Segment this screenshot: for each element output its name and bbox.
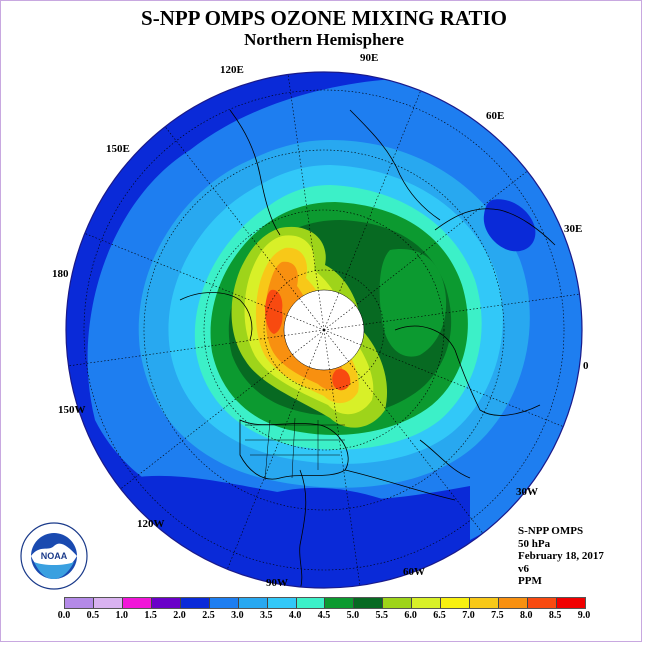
colorbar-segment	[383, 598, 413, 608]
colorbar-tick-label: 1.0	[115, 610, 129, 621]
lon-label-0: 0	[583, 360, 589, 372]
coastlines	[179, 109, 556, 588]
colorbar-segment	[528, 598, 557, 608]
colorbar-tick-label: 5.5	[375, 610, 389, 621]
meridians	[68, 74, 580, 586]
map-border	[65, 71, 583, 589]
colorbar-tick-label: 3.5	[259, 610, 273, 621]
meridian-line	[323, 293, 580, 331]
us-state-borders	[245, 417, 345, 481]
colorbar-segment	[238, 598, 268, 608]
info-level: 50 hPa	[518, 537, 551, 550]
colorbar-tick-label: 1.5	[144, 610, 157, 621]
colorbar-segment	[93, 598, 123, 608]
info-units: PPM	[518, 575, 542, 587]
meridian-line	[227, 329, 325, 570]
meridian-line	[68, 329, 325, 367]
graticule	[83, 89, 565, 571]
meridian-line	[323, 90, 421, 331]
colorbar-tick-label: 0.5	[86, 610, 100, 621]
colorbar-tick-label: 7.5	[491, 610, 504, 621]
colorbar-segment	[556, 598, 585, 608]
meridian-line	[120, 329, 325, 490]
colorbar-segment	[122, 598, 152, 608]
lon-label-90w: 90W	[266, 577, 288, 589]
lon-label-30w: 30W	[516, 486, 538, 498]
info-version: v6	[518, 562, 529, 575]
lon-label-60e: 60E	[486, 110, 505, 122]
meridian-line	[323, 329, 361, 586]
lon-label-30e: 30E	[564, 223, 583, 235]
lon-label-90e: 90E	[360, 52, 379, 64]
colorbar-segment	[325, 598, 355, 608]
map-subtitle: Northern Hemisphere	[244, 30, 404, 49]
colorbar-segment	[209, 598, 239, 608]
colorbar-segment	[470, 598, 500, 608]
contour-2-0-blob	[483, 199, 536, 252]
colorbar-tick-label: 2.5	[202, 610, 215, 621]
lon-label-120w: 120W	[137, 518, 165, 530]
colorbar	[64, 597, 586, 609]
colorbar-tick-label: 4.0	[288, 610, 302, 621]
colorbar-tick-label: 9.0	[577, 610, 591, 621]
colorbar-tick-label: 3.0	[231, 610, 244, 621]
colorbar-segment	[180, 598, 210, 608]
colorbar-ticks: 0.0 0.5 1.0 1.5 2.0 2.5 3.0 3.5 4.0 4.5 5.0 5.5 6.0 6…	[53, 610, 599, 624]
colorbar-tick-label: 8.0	[519, 610, 533, 621]
svg-text:NOAA: NOAA	[41, 551, 68, 561]
colorbar-tick-label: 0.0	[57, 610, 71, 621]
colorbar-tick-label: 5.0	[346, 610, 360, 621]
colorbar-segment	[151, 598, 181, 608]
meridian-line	[323, 329, 484, 534]
meridian-line	[84, 233, 325, 331]
colorbar-tick-label: 7.0	[462, 610, 475, 621]
map-title: S-NPP OMPS OZONE MIXING RATIO	[141, 6, 507, 30]
info-date: February 18, 2017	[518, 550, 604, 562]
info-block: S-NPP OMPS 50 hPa February 18, 2017 v6 P…	[518, 525, 604, 588]
meridian-line	[323, 329, 564, 427]
colorbar-tick-label: 2.0	[173, 610, 186, 621]
colorbar-segment	[441, 598, 471, 608]
meridian-line	[164, 126, 325, 331]
contour-7-5	[265, 289, 351, 391]
colorbar-segment	[499, 598, 528, 608]
colorbar-tick-label: 6.0	[404, 610, 417, 621]
colorbar-tick-label: 4.5	[317, 610, 331, 621]
lon-label-60w: 60W	[403, 566, 425, 578]
noaa-logo: NOAA	[20, 522, 88, 590]
colorbar-segment	[267, 598, 297, 608]
info-instrument: S-NPP OMPS	[518, 525, 584, 537]
colorbar-tick-label: 6.5	[433, 610, 446, 621]
colorbar-tick-label: 8.5	[548, 610, 562, 621]
ozone-field	[66, 72, 582, 588]
meridian-line	[323, 170, 528, 331]
lon-label-150w: 150W	[58, 404, 86, 416]
colorbar-segment	[412, 598, 442, 608]
colorbar-segment	[354, 598, 384, 608]
colorbar-segment	[296, 598, 326, 608]
lon-label-120e: 120E	[220, 64, 244, 76]
lon-label-180: 180	[52, 268, 69, 280]
colorbar-segment	[65, 598, 94, 608]
meridian-line	[287, 74, 325, 331]
lon-label-150e: 150E	[106, 143, 130, 155]
